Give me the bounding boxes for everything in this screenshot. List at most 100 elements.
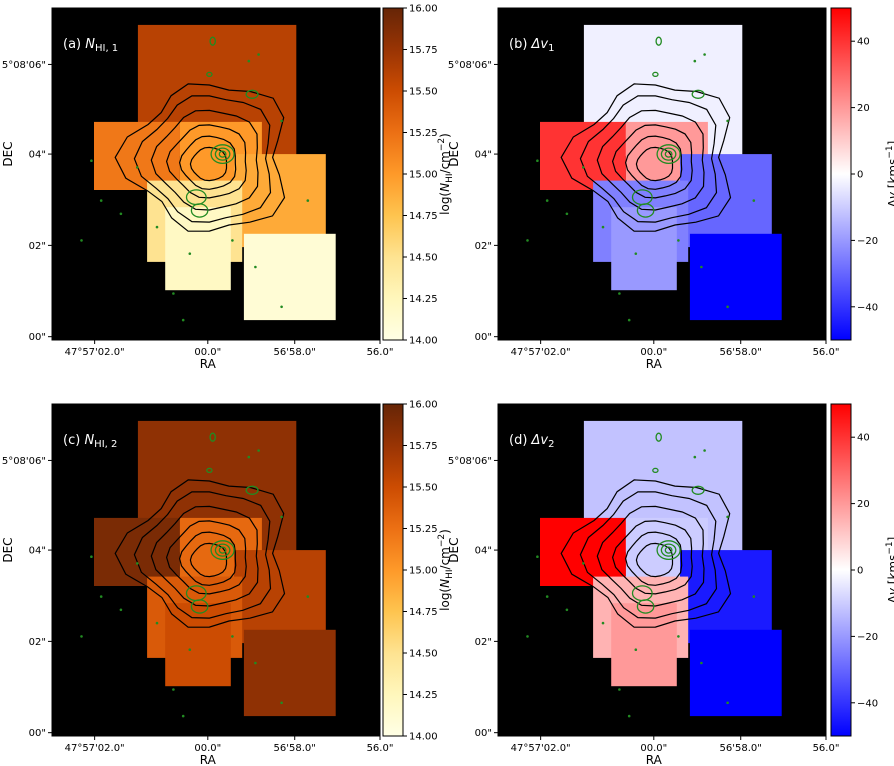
speckle-4 xyxy=(582,166,585,169)
speckle-7 xyxy=(700,265,703,269)
cb-label-c: ) xyxy=(438,133,452,138)
speckle-13 xyxy=(677,635,680,638)
speckle-15 xyxy=(80,239,83,242)
speckle-10 xyxy=(703,449,706,452)
cb-label-a: Δ xyxy=(886,594,894,603)
colorbar-tick-label-3: 0 xyxy=(857,170,863,181)
colorbar-tick-label-8: 14.25 xyxy=(409,690,438,701)
green-speckles xyxy=(80,53,310,322)
x-tick-label-3: 56'58.0" xyxy=(720,347,762,358)
panel-frame xyxy=(51,403,381,737)
green-contour-7 xyxy=(209,432,216,442)
green-speckles xyxy=(526,53,756,322)
panel-a: 47°57'02.0" 00.0" 56'58.0" 56.0" 5°08'06" 04"… xyxy=(1,4,455,372)
panel-title-letter: (c) xyxy=(63,433,84,448)
contours-black xyxy=(560,479,732,628)
speckle-4 xyxy=(136,562,139,565)
cb-label-a: log( xyxy=(438,192,452,215)
x-tick-label-2: 00.0" xyxy=(194,743,221,754)
green-contour-6 xyxy=(245,89,259,99)
speckle-11 xyxy=(726,515,729,519)
colorbar-tick-label-1: 16.00 xyxy=(409,4,438,15)
speckle-9 xyxy=(693,455,697,459)
contour-1 xyxy=(560,83,732,232)
green-contour-1 xyxy=(210,144,235,165)
contours-black xyxy=(560,83,732,232)
speckle-15 xyxy=(526,635,529,638)
x-tick-label-4: 56.0" xyxy=(813,743,840,754)
cb-label-n: N xyxy=(438,183,452,192)
x-tick-label-2: 00.0" xyxy=(640,347,667,358)
cell-6 xyxy=(611,603,677,687)
speckle-9 xyxy=(247,59,251,63)
speckle-1 xyxy=(99,595,103,598)
speckle-3 xyxy=(601,621,605,625)
colorbar-tick-label-6: 14.75 xyxy=(409,211,438,222)
speckle-6 xyxy=(181,318,185,322)
contours-green xyxy=(185,36,259,218)
y-tick-label-2: 04" xyxy=(475,546,492,557)
contour-1 xyxy=(114,83,286,232)
speckle-1 xyxy=(545,595,549,598)
green-contour-7 xyxy=(655,36,662,46)
cb-label-b: /cm xyxy=(438,151,452,173)
speckle-6 xyxy=(181,714,185,718)
colorbar-tick-label-3: 0 xyxy=(857,566,863,577)
x-tick-label-1: 47°57'02.0" xyxy=(511,743,571,754)
y-tick-label-1: 5°08'06" xyxy=(448,60,492,71)
x-tick-label-4: 56.0" xyxy=(367,347,394,358)
green-contour-2 xyxy=(214,147,231,161)
y-axis-label: DEC xyxy=(447,141,461,166)
panel-title-letter: (d) xyxy=(509,433,532,448)
green-contour-3 xyxy=(664,150,673,158)
panel-title-sub: 2 xyxy=(548,439,554,450)
cell-6 xyxy=(165,207,231,291)
colorbar-tick-label-2: 15.75 xyxy=(409,441,438,452)
y-tick-label-1: 5°08'06" xyxy=(2,60,46,71)
cb-label-n: v xyxy=(886,191,894,199)
green-contour-7 xyxy=(209,36,216,46)
speckle-16 xyxy=(536,555,539,558)
cb-label-a: Δ xyxy=(886,198,894,207)
colorbar-tick-label-3: 15.50 xyxy=(409,483,438,494)
y-axis-label: DEC xyxy=(1,141,15,166)
speckle-2 xyxy=(565,608,569,612)
green-contour-8 xyxy=(652,71,659,78)
y-tick-label-3: 02" xyxy=(475,241,492,252)
colorbar-label: Δv [kms−1] xyxy=(885,141,894,208)
x-axis-label: RA xyxy=(200,753,217,766)
contour-2 xyxy=(579,95,718,223)
colorbar-tick-label-6: 14.75 xyxy=(409,607,438,618)
colorbar-tick-label-1: 40 xyxy=(857,37,870,48)
cell-4 xyxy=(234,550,326,644)
cb-label-sub: HI xyxy=(445,173,455,182)
contour-4 xyxy=(611,520,693,595)
cb-label-sup: −1 xyxy=(885,541,894,554)
panel-title: (a) NHI, 1 xyxy=(63,37,118,54)
speckle-15 xyxy=(526,239,529,242)
cb-label-b: [kms xyxy=(886,555,894,588)
x-axis-label: RA xyxy=(646,753,663,766)
x-tick-label-1: 47°57'02.0" xyxy=(65,347,125,358)
cell-7 xyxy=(243,233,336,321)
speckle-12 xyxy=(752,199,756,202)
cb-label-a: log( xyxy=(438,588,452,611)
panel-title-letter: (b) xyxy=(509,37,532,52)
speckle-9 xyxy=(693,59,697,63)
panel-title-sub: HI, 2 xyxy=(94,439,117,450)
contour-4 xyxy=(165,520,247,595)
green-speckles xyxy=(526,449,756,718)
y-tick-label-3: 02" xyxy=(29,241,46,252)
colorbar-tick-label-4: −20 xyxy=(857,236,878,247)
cell-6 xyxy=(611,207,677,291)
y-tick-label-4: 00" xyxy=(29,728,46,739)
y-tick-label-3: 02" xyxy=(475,637,492,648)
x-tick-label-3: 56'58.0" xyxy=(274,743,316,754)
speckle-3 xyxy=(155,621,159,625)
cells xyxy=(540,420,782,717)
green-contour-8 xyxy=(652,467,659,474)
colorbar-label: log(NHI/cm−2) xyxy=(437,529,455,611)
contours-green xyxy=(631,432,705,614)
colorbar-bar xyxy=(830,403,852,737)
